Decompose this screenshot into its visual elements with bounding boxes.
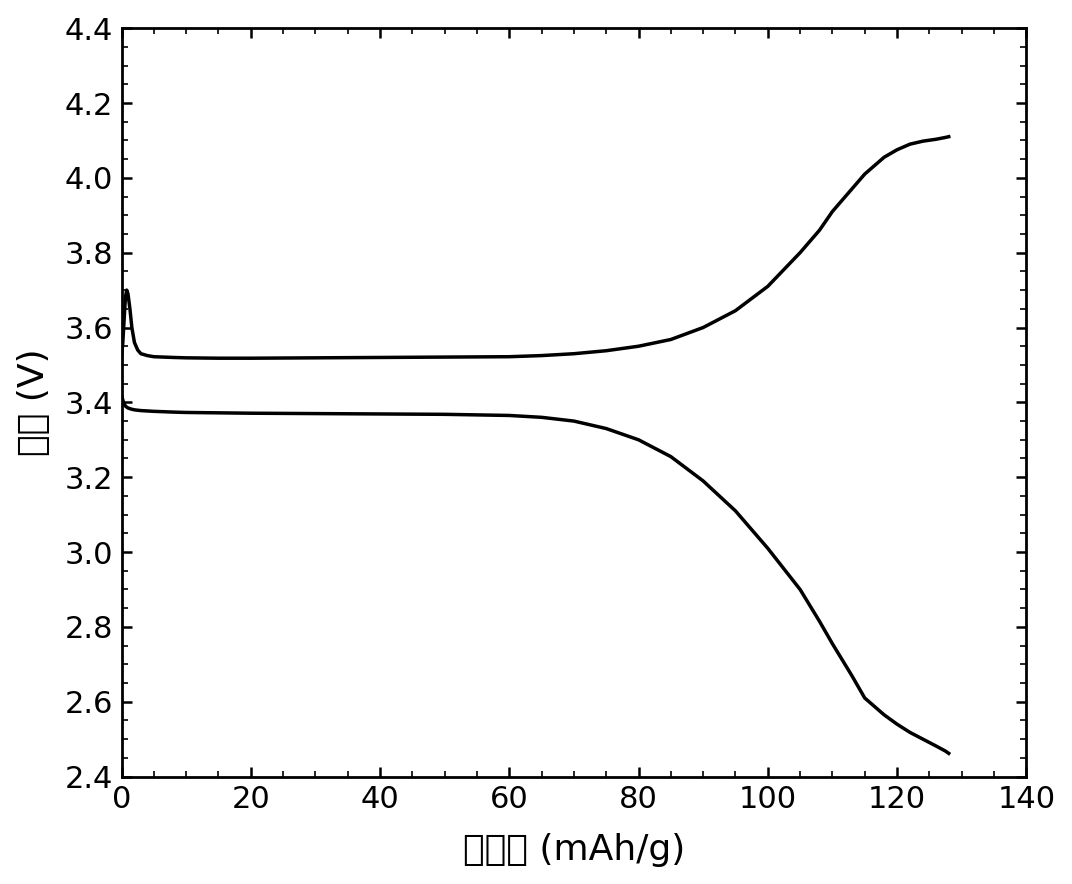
Y-axis label: 电压 (V): 电压 (V) bbox=[17, 348, 50, 456]
X-axis label: 比容量 (mAh/g): 比容量 (mAh/g) bbox=[463, 834, 685, 867]
